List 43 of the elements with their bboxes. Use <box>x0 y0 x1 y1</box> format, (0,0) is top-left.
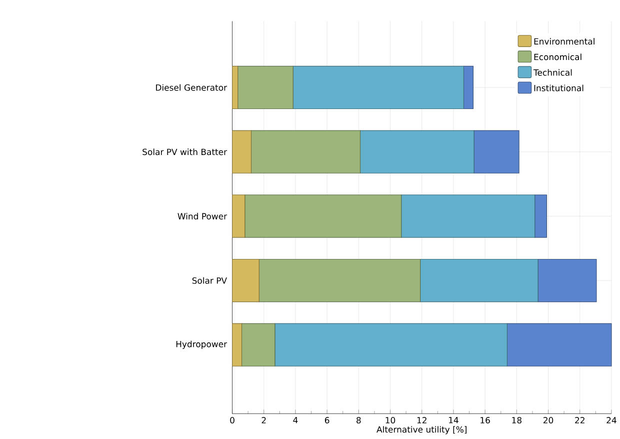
y-tick-label: Hydropower <box>176 340 228 350</box>
x-tick-label: 22 <box>575 417 584 424</box>
bar <box>360 130 474 174</box>
bar <box>474 130 520 174</box>
x-tick-label: 10 <box>386 417 396 424</box>
x-tick-label: 16 <box>480 417 490 424</box>
x-tick-label: 12 <box>417 417 426 424</box>
bar <box>401 194 536 238</box>
x-tick-label: 14 <box>449 417 458 424</box>
x-axis-title: Alternative utility [%] <box>376 426 466 434</box>
bar <box>420 259 538 302</box>
legend-label: Technical <box>533 69 572 76</box>
bar <box>232 323 242 367</box>
y-tick-label: Wind Power <box>178 212 228 220</box>
legend-label: Environmental <box>534 38 594 45</box>
y-tick-label: Diesel Generator <box>156 84 228 91</box>
bar <box>274 323 508 367</box>
bar <box>232 259 260 302</box>
y-tick-label: Solar PV with Batter <box>142 148 228 156</box>
bar <box>241 323 276 367</box>
x-tick-label: 2 <box>262 417 266 424</box>
bar <box>534 194 547 238</box>
bar <box>250 130 361 174</box>
bar <box>244 194 402 238</box>
legend-label: Institutional <box>534 84 584 92</box>
bar <box>238 66 294 110</box>
x-tick-label: 18 <box>512 417 522 424</box>
bar <box>232 66 238 110</box>
x-tick-label: 4 <box>293 417 298 424</box>
x-tick-label: 0 <box>230 417 234 424</box>
legend-label: Economical <box>534 54 582 60</box>
bar <box>538 259 597 302</box>
x-tick-label: 20 <box>543 417 554 424</box>
bar <box>258 259 421 302</box>
bar <box>292 66 464 110</box>
x-tick-label: 24 <box>606 417 616 424</box>
bar <box>232 194 246 238</box>
x-tick-label: 8 <box>356 417 361 424</box>
x-tick-label: 6 <box>324 417 330 424</box>
bar <box>463 66 474 110</box>
bar <box>506 323 612 367</box>
y-tick-label: Solar PV <box>192 277 227 284</box>
bar <box>232 130 252 174</box>
